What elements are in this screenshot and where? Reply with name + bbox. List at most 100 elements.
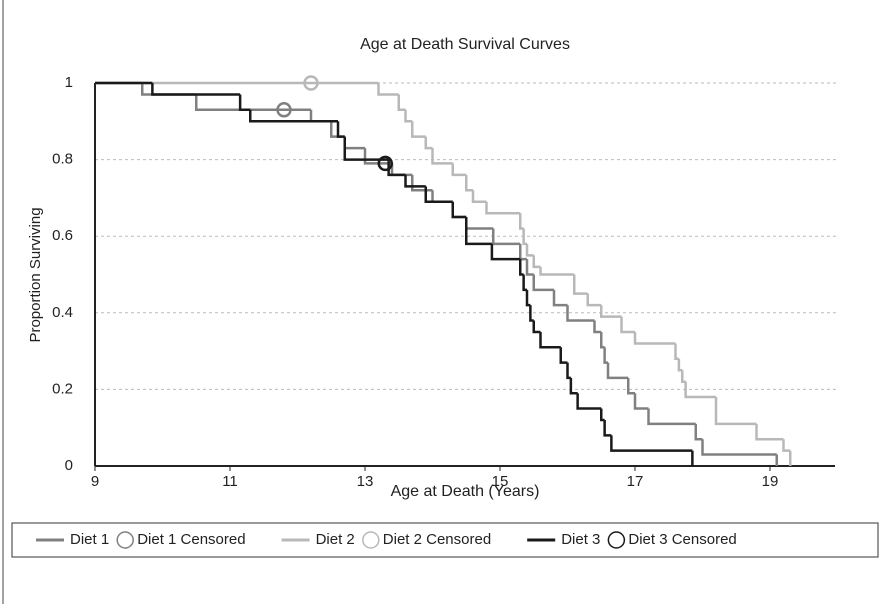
censored-marker	[276, 102, 292, 118]
step-segment	[566, 305, 595, 322]
step-segment	[525, 243, 534, 257]
y-tick-label: 1	[65, 74, 73, 91]
legend-label: Diet 3 Censored	[628, 531, 736, 548]
step-segment	[485, 201, 521, 215]
step-segment	[471, 190, 487, 203]
chart-title: Age at Death Survival Curves	[360, 36, 570, 53]
step-segment	[309, 109, 332, 123]
step-segment	[490, 243, 521, 261]
step-segment	[539, 266, 575, 276]
step-segment	[363, 148, 392, 165]
step-segment	[465, 217, 492, 246]
step-segment	[539, 331, 561, 349]
x-tick-label: 9	[91, 473, 99, 490]
step-segment	[519, 259, 524, 276]
step-segment	[606, 362, 629, 380]
step-segment	[343, 136, 389, 161]
step-segment	[404, 109, 413, 123]
step-segment	[195, 94, 311, 112]
step-segment	[633, 393, 649, 410]
step-segment	[151, 83, 241, 96]
legend-box	[11, 522, 879, 558]
step-segment	[411, 174, 433, 192]
step-segment	[566, 362, 571, 380]
step-segment	[755, 423, 784, 441]
step-segment	[519, 213, 524, 230]
step-segment	[674, 343, 679, 361]
step-segment	[620, 316, 635, 334]
step-segment	[532, 255, 541, 269]
step-segment	[451, 201, 467, 219]
step-segment	[451, 163, 467, 177]
legend-label: Diet 1 Censored	[137, 531, 245, 548]
step-segment	[465, 174, 473, 192]
y-tick-label: 0.8	[52, 151, 73, 168]
censored-marker	[377, 155, 393, 172]
step-segment	[586, 293, 602, 307]
step-segment	[677, 358, 683, 372]
step-segment	[522, 274, 527, 292]
step-segment	[603, 420, 612, 437]
step-segment	[411, 121, 426, 138]
y-tick-label: 0	[65, 457, 73, 474]
step-segment	[431, 190, 453, 203]
step-segment	[525, 289, 531, 307]
step-segment	[465, 217, 494, 230]
step-segment	[424, 136, 433, 150]
step-segment	[633, 331, 676, 345]
step-segment	[424, 186, 453, 203]
step-segment	[397, 94, 406, 112]
step-segment	[610, 435, 693, 452]
step-segment	[431, 148, 453, 165]
step-segment	[573, 274, 588, 295]
step-segment	[404, 174, 426, 188]
step-segment	[532, 274, 554, 292]
y-tick-label: 0.6	[52, 227, 73, 244]
x-tick-label: 19	[762, 473, 779, 490]
legend-label: Diet 2 Censored	[383, 531, 491, 548]
legend-swatch	[116, 531, 134, 549]
step-segment	[451, 201, 467, 219]
step-segment	[238, 94, 251, 112]
step-segment	[532, 320, 541, 334]
step-segment	[387, 159, 406, 177]
step-segment	[552, 289, 568, 307]
step-segment	[600, 305, 622, 318]
step-segment	[600, 408, 605, 422]
x-axis-label: Age at Death (Years)	[391, 483, 540, 500]
legend-swatch	[362, 531, 380, 549]
step-segment	[249, 109, 338, 123]
step-segment	[569, 377, 578, 395]
censored-marker	[303, 75, 319, 91]
step-segment	[603, 347, 608, 364]
step-segment	[593, 320, 602, 334]
step-segment	[782, 439, 791, 452]
legend-label: Diet 3	[561, 531, 600, 548]
step-segment	[647, 408, 696, 426]
y-tick-label: 0.2	[52, 380, 73, 397]
step-segment	[684, 381, 716, 399]
legend-label: Diet 1	[70, 531, 109, 548]
step-segment	[559, 347, 568, 364]
step-segment	[492, 228, 521, 246]
step-segment	[701, 439, 777, 456]
step-segment	[525, 259, 534, 276]
step-segment	[600, 331, 605, 349]
step-segment	[681, 370, 686, 383]
step-segment	[714, 397, 757, 426]
step-segment	[627, 377, 635, 395]
x-tick-label: 15	[492, 473, 509, 490]
step-segment	[336, 121, 345, 138]
step-segment	[576, 393, 602, 410]
step-segment	[141, 83, 197, 96]
step-segment	[694, 423, 703, 441]
step-segment	[343, 136, 365, 150]
step-segment	[390, 163, 413, 177]
x-tick-label: 11	[222, 473, 238, 490]
x-tick-label: 17	[627, 473, 644, 490]
step-segment	[522, 228, 527, 246]
legend-label: Diet 2	[316, 531, 355, 548]
y-tick-label: 0.4	[52, 304, 73, 321]
